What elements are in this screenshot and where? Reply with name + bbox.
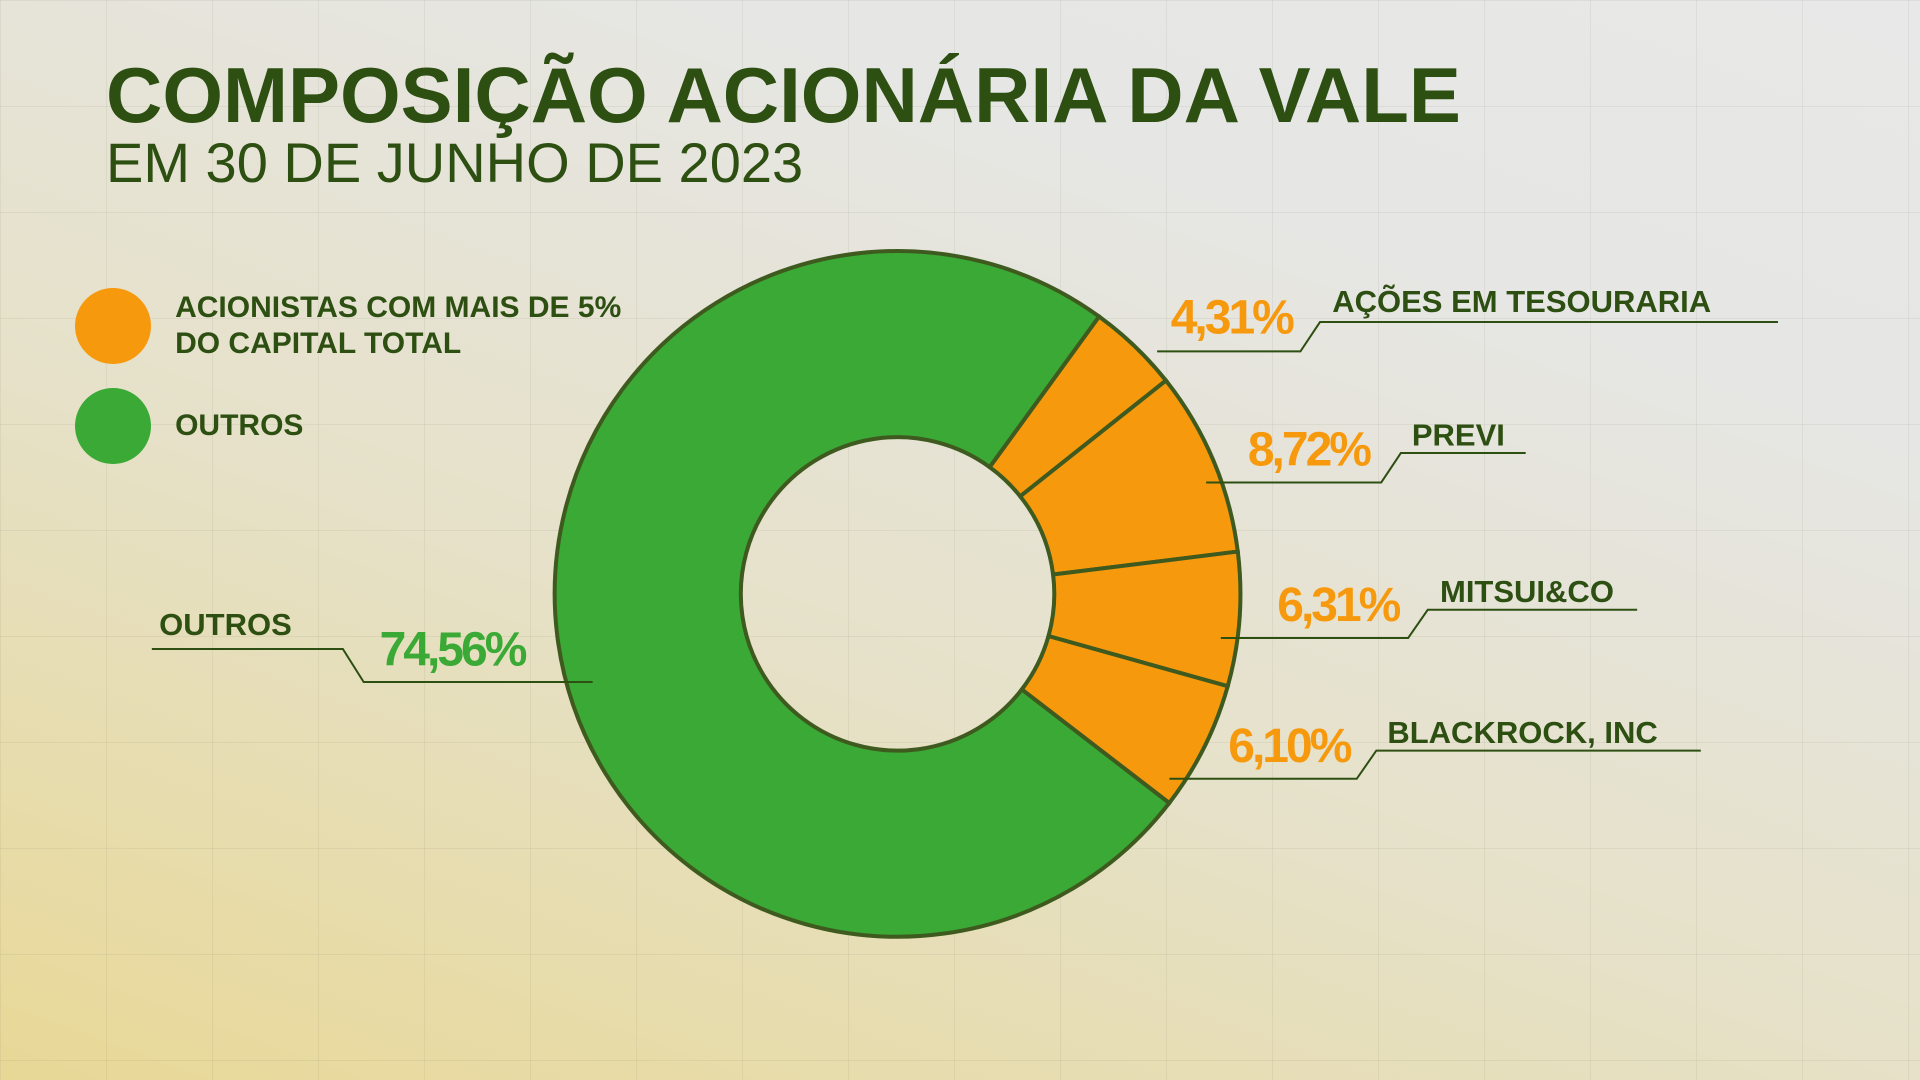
- slice: [552, 249, 1173, 939]
- leader-line: [1220, 608, 1638, 639]
- leader-line: [1157, 321, 1778, 353]
- leader-line: [1169, 749, 1701, 780]
- value-label: 6,31%: [1277, 579, 1400, 632]
- value-label: 6,10%: [1228, 720, 1351, 773]
- chart-subtitle: EM 30 DE JUNHO DE 2023: [106, 131, 803, 194]
- legend-label: OUTROS: [175, 409, 304, 443]
- category-label: BLACKROCK, INC: [1387, 715, 1657, 750]
- category-label: MITSUI&CO: [1440, 574, 1614, 609]
- legend-label: ACIONISTAS COM MAIS DE 5% DO CAPITAL TOT…: [175, 290, 622, 360]
- legend-swatch: [74, 287, 151, 364]
- category-label: AÇÕES EM TESOURARIA: [1332, 283, 1711, 319]
- category-label: OUTROS: [159, 607, 292, 642]
- leader-line: [1206, 452, 1526, 484]
- legend-swatch: [74, 388, 151, 465]
- category-label: PREVI: [1412, 417, 1505, 452]
- value-label: 8,72%: [1248, 424, 1371, 477]
- value-label: 4,31%: [1171, 291, 1294, 344]
- value-label: 74,56%: [380, 623, 527, 676]
- chart-title: COMPOSIÇÃO ACIONÁRIA DA VALE: [106, 51, 1461, 139]
- leader-line: [151, 647, 593, 684]
